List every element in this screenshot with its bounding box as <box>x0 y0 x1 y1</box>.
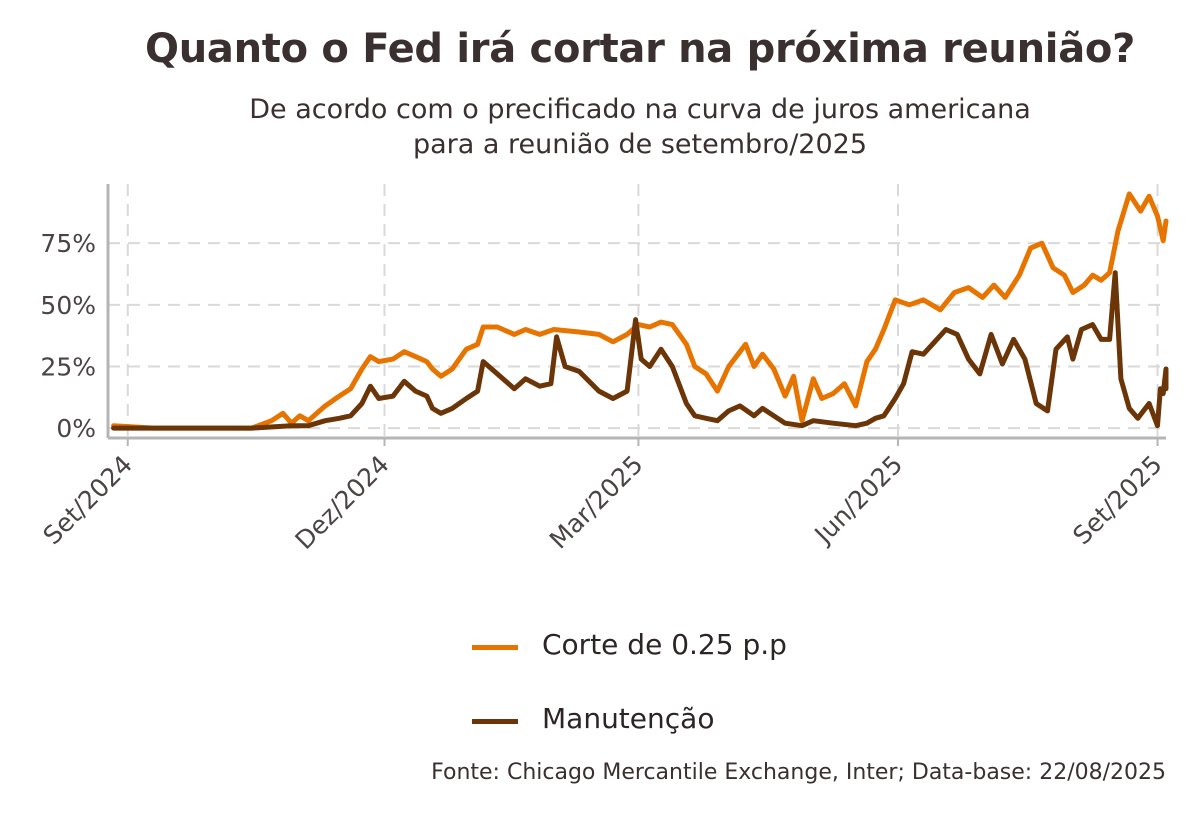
series-line-hold <box>111 270 1169 431</box>
y-tick-label: 50% <box>40 291 96 320</box>
chart-subtitle: De acordo com o precificado na curva de … <box>140 92 1140 162</box>
chart-legend: Corte de 0.25 p.p Manutenção <box>470 622 890 770</box>
line-chart: 0% 25% 50% 75% Set/2024 Dez/2024 Mar/2025 Jun/2… <box>38 184 1169 555</box>
y-tick-label: 25% <box>40 352 96 381</box>
legend-label-hold: Manutenção <box>542 702 715 735</box>
legend-item-cut: Corte de 0.25 p.p <box>470 622 890 672</box>
legend-item-hold: Manutenção <box>470 696 890 746</box>
legend-swatch-cut <box>472 645 518 650</box>
series-line-cut <box>111 191 1169 431</box>
subtitle-line-2: para a reunião de setembro/2025 <box>412 129 868 160</box>
x-tick-label: Set/2024 <box>38 450 138 550</box>
x-tick-label: Set/2025 <box>1067 450 1167 550</box>
x-tick-label: Dez/2024 <box>290 450 395 555</box>
x-tick-label: Jun/2025 <box>808 450 908 550</box>
x-tick-label: Mar/2025 <box>544 450 649 555</box>
y-tick-label: 0% <box>56 414 96 443</box>
legend-swatch-hold <box>472 719 518 724</box>
y-tick-label: 75% <box>40 229 96 258</box>
legend-label-cut: Corte de 0.25 p.p <box>542 628 787 661</box>
chart-title: Quanto o Fed irá cortar na próxima reuni… <box>145 26 1135 72</box>
subtitle-line-1: De acordo com o precificado na curva de … <box>249 94 1031 125</box>
source-note: Fonte: Chicago Mercantile Exchange, Inte… <box>431 760 1166 785</box>
